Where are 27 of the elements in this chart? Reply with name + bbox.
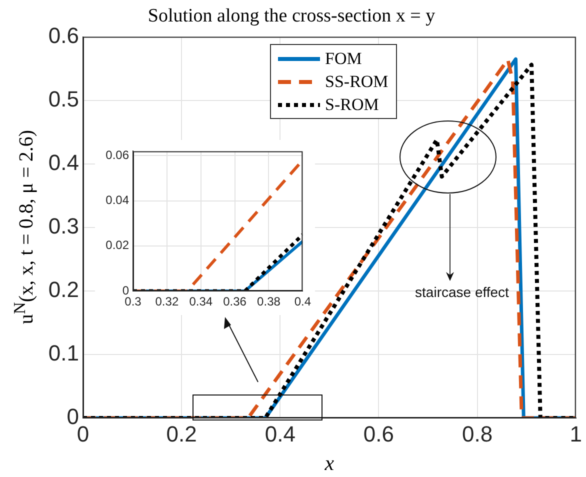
legend-label: SS-ROM xyxy=(325,72,388,92)
x-tick-label: 0.2 xyxy=(166,421,197,446)
x-tick-label: 0.38 xyxy=(257,294,281,309)
x-tick-label: 0.4 xyxy=(294,294,312,309)
y-tick-label: 0.5 xyxy=(48,86,79,112)
y-tick-label: 0.02 xyxy=(106,238,130,252)
x-axis-title: x xyxy=(324,450,335,475)
y-tick-label: 0.1 xyxy=(48,340,79,366)
y-tick-label: 0 xyxy=(122,283,130,298)
x-tick-label: 0.4 xyxy=(264,421,296,446)
x-tick-label: 0.32 xyxy=(155,294,179,309)
x-tick-label: 0.8 xyxy=(462,421,493,446)
y-tick-label: 0.06 xyxy=(106,148,130,162)
y-tick-label: 0 xyxy=(66,404,79,430)
y-tick-label: 0.3 xyxy=(48,213,79,238)
legend-label: FOM xyxy=(325,48,362,68)
x-tick-label: 0.34 xyxy=(189,294,213,309)
legend-label: S-ROM xyxy=(325,94,379,114)
annotation: staircase effect xyxy=(414,284,510,300)
y-tick-label: 0.6 xyxy=(48,22,79,48)
x-tick-label: 0.6 xyxy=(363,421,394,446)
x-tick-label: 0.3 xyxy=(124,294,142,309)
y-tick-label: 0.04 xyxy=(106,193,130,208)
y-tick-label: 0.4 xyxy=(48,150,79,175)
chart-title: Solution along the cross-section x = y xyxy=(148,5,436,26)
x-tick-label: 1 xyxy=(570,421,582,446)
x-tick-label: 0.36 xyxy=(223,294,247,309)
